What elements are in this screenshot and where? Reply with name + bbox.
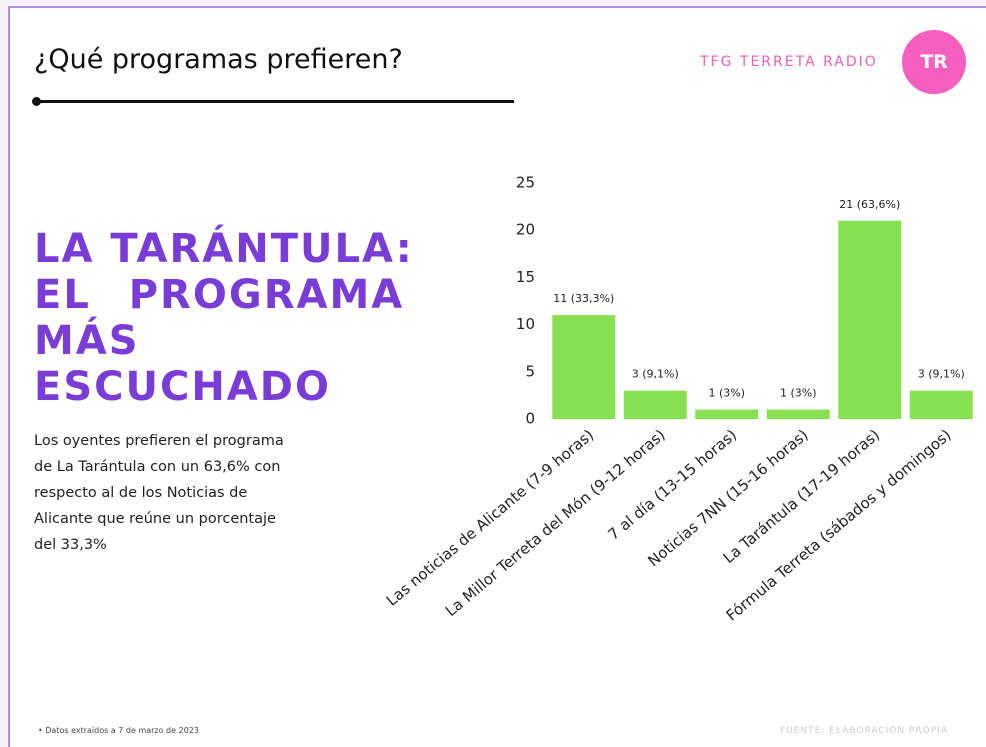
source: FUENTE: ELABORACIÓN PROPIA — [780, 726, 948, 736]
rule — [34, 100, 514, 103]
paragraph: Los oyentes prefieren el programa de La … — [34, 428, 284, 558]
bar — [909, 390, 973, 419]
y-tick-label: 20 — [516, 221, 535, 239]
y-tick-label: 25 — [516, 174, 535, 192]
headline: LA TARÁNTULA: EL PROGRAMA MÁS ESCUCHADO — [34, 226, 414, 410]
headline-line: LA TARÁNTULA: — [34, 226, 414, 272]
paragraph-line: Alicante que reúne un porcentaje — [34, 511, 276, 527]
brand: TFG TERRETA RADIO — [700, 54, 878, 70]
paragraph-line: del 33,3% — [34, 537, 107, 553]
y-tick-label: 0 — [525, 410, 535, 428]
headline-line: MÁS — [34, 318, 140, 364]
rule-dot — [32, 97, 41, 106]
paragraph-line: de La Tarántula con un 63,6% con — [34, 459, 281, 475]
bar — [695, 409, 759, 419]
bar — [766, 409, 830, 419]
bar — [552, 315, 616, 419]
x-tick-label: 7 al día (13-15 horas) — [605, 426, 741, 544]
slide-title: ¿Qué programas prefieren? — [34, 44, 403, 75]
y-tick-label: 5 — [525, 362, 535, 380]
value-label: 11 (33,3%) — [553, 292, 614, 305]
headline-line: ESCUCHADO — [34, 364, 331, 410]
y-tick-label: 10 — [516, 315, 535, 333]
footnote: • Datos extraídos a 7 de marzo de 2023 — [38, 726, 199, 735]
value-label: 1 (3%) — [780, 387, 817, 400]
bar — [623, 390, 687, 419]
paragraph-line: respecto al de los Noticias de — [34, 485, 248, 501]
value-label: 3 (9,1%) — [918, 368, 965, 381]
paragraph-line: Los oyentes prefieren el programa — [34, 433, 284, 449]
headline-line: EL PROGRAMA — [34, 272, 405, 318]
bar — [838, 220, 902, 419]
value-label: 1 (3%) — [708, 387, 745, 400]
slide — [8, 6, 986, 747]
value-label: 3 (9,1%) — [632, 368, 679, 381]
y-tick-label: 15 — [516, 268, 535, 286]
logo: TR — [902, 30, 966, 94]
value-label: 21 (63,6%) — [839, 198, 900, 211]
